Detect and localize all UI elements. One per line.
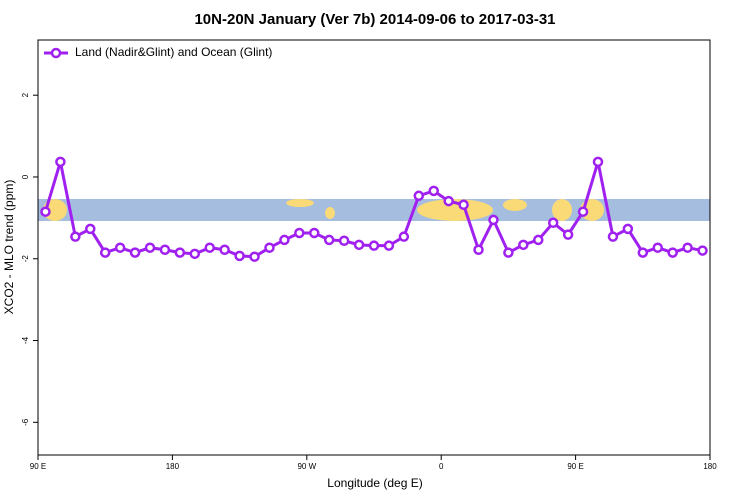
x-tick-label: 90 E: [30, 462, 46, 471]
data-point: [622, 223, 634, 235]
data-point: [368, 240, 380, 251]
legend-label: Land (Nadir&Glint) and Ocean (Glint): [75, 45, 272, 59]
data-point: [85, 223, 96, 235]
data-point: [473, 244, 484, 255]
legend-marker: [50, 47, 62, 59]
data-point: [114, 242, 126, 253]
x-tick-label: 180: [703, 462, 717, 471]
data-point: [398, 231, 410, 242]
data-point: [294, 227, 305, 239]
y-tick-label: 0: [21, 174, 30, 179]
x-axis-label: Longitude (deg E): [327, 476, 422, 490]
data-point: [697, 245, 708, 256]
data-point: [99, 247, 111, 258]
data-point: [309, 227, 320, 239]
data-point: [503, 247, 514, 258]
data-point: [323, 234, 335, 246]
data-point: [144, 242, 156, 253]
data-point: [204, 242, 215, 253]
data-point: [338, 235, 350, 247]
data-point: [652, 242, 663, 253]
data-point: [40, 206, 51, 217]
data-point: [637, 247, 649, 258]
data-point: [159, 244, 171, 255]
data-point: [533, 234, 544, 246]
data-point: [607, 231, 619, 242]
data-point: [249, 251, 260, 262]
data-point: [682, 242, 693, 253]
x-tick-label: 90 E: [567, 462, 583, 471]
data-point: [234, 250, 245, 262]
x-tick-label: 180: [166, 462, 180, 471]
y-tick-label: 2: [21, 92, 30, 97]
data-point: [547, 217, 559, 229]
data-point: [443, 195, 454, 207]
data-point: [383, 240, 395, 251]
y-tick-label: -4: [21, 336, 30, 344]
x-tick-label: 0: [439, 462, 444, 471]
data-point: [264, 242, 275, 253]
x-tick-label: 90 W: [297, 462, 316, 471]
data-point: [129, 247, 141, 258]
data-point: [189, 248, 201, 260]
data-point: [518, 239, 529, 251]
data-point: [413, 190, 425, 202]
y-axis-label: XCO2 - MLO trend (ppm): [2, 180, 16, 315]
data-point: [353, 239, 365, 251]
data-point: [428, 185, 439, 197]
plot-frame: [37, 39, 711, 456]
data-point: [458, 199, 469, 211]
data-point: [219, 244, 230, 255]
data-point: [667, 247, 678, 258]
y-tick-label: -6: [21, 418, 30, 426]
chart-title: 10N-20N January (Ver 7b) 2014-09-06 to 2…: [194, 11, 555, 28]
data-point: [279, 234, 290, 246]
y-tick-label: -2: [21, 255, 30, 263]
data-point: [55, 156, 66, 168]
data-point: [592, 156, 604, 168]
data-point: [70, 231, 81, 242]
data-point: [174, 247, 186, 258]
data-point: [562, 229, 574, 240]
data-point: [488, 214, 499, 226]
data-point: [577, 206, 589, 217]
